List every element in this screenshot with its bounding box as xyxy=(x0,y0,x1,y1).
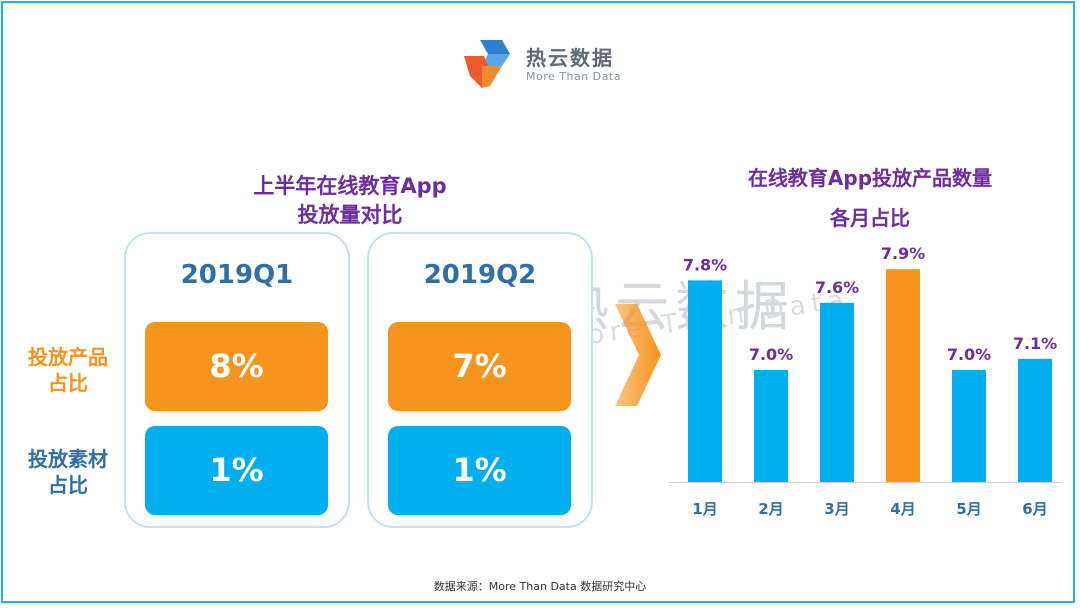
left-panel-title: 上半年在线教育App 投放量对比 xyxy=(200,172,500,230)
bar-value-label: 7.9% xyxy=(881,244,925,263)
bar-value-label: 7.8% xyxy=(683,255,727,274)
quarter-title: 2019Q1 xyxy=(180,260,294,290)
logo-name: 热云数据 xyxy=(526,46,614,70)
bar-value-label: 7.0% xyxy=(947,345,991,364)
x-tick-label: 1月 xyxy=(692,500,717,518)
x-tick-label: 3月 xyxy=(824,500,849,518)
quarter-card-q1: 2019Q1 8% 1% xyxy=(124,232,350,528)
bar-value-label: 7.1% xyxy=(1013,334,1057,353)
bar-4 xyxy=(886,269,920,482)
x-tick-label: 4月 xyxy=(890,500,915,518)
bar-1 xyxy=(688,280,722,482)
row-label-product-line2: 占比 xyxy=(48,371,88,395)
logo: 热云数据 More Than Data xyxy=(462,36,632,92)
chart-title-line2: 各月占比 xyxy=(830,206,910,230)
quarter-title: 2019Q2 xyxy=(423,260,537,290)
row-label-material-line1: 投放素材 xyxy=(28,447,108,471)
x-tick-label: 5月 xyxy=(956,500,981,518)
logo-cube-icon xyxy=(464,40,510,88)
row-label-material-line2: 占比 xyxy=(48,473,88,497)
bar-6 xyxy=(1018,358,1052,482)
product-share-value: 7% xyxy=(388,322,571,411)
left-title-line1: 上半年在线教育App xyxy=(253,174,447,198)
product-share-value: 8% xyxy=(145,322,328,411)
row-label-product-share: 投放产品 占比 xyxy=(10,344,126,396)
chart-title: 在线教育App投放产品数量 各月占比 xyxy=(700,158,1040,238)
quarter-card-q2: 2019Q2 7% 1% xyxy=(367,232,593,528)
material-share-value: 1% xyxy=(388,426,571,515)
monthly-share-bar-chart: 7.8% 1月 7.0% 2月 7.6% 3月 7.9% 4月 7.0% 5月 7.1% 6月 xyxy=(668,244,1062,518)
material-share-value: 1% xyxy=(145,426,328,515)
bar-value-label: 7.6% xyxy=(815,278,859,297)
row-label-product-line1: 投放产品 xyxy=(28,345,108,369)
chart-title-line1: 在线教育App投放产品数量 xyxy=(747,166,993,190)
bar-value-label: 7.0% xyxy=(749,345,793,364)
left-title-line2: 投放量对比 xyxy=(297,203,403,227)
row-label-material-share: 投放素材 占比 xyxy=(10,446,126,498)
data-source-note: 数据来源：More Than Data 数据研究中心 xyxy=(433,580,647,593)
logo-tagline: More Than Data xyxy=(526,70,621,83)
watermark-text: 热云数据 xyxy=(555,275,795,338)
bar-3 xyxy=(820,302,854,482)
x-tick-label: 2月 xyxy=(758,500,783,518)
bar-2 xyxy=(754,370,788,482)
bar-5 xyxy=(952,370,986,482)
x-tick-label: 6月 xyxy=(1022,500,1047,518)
chevron-right-arrow-icon xyxy=(615,304,661,406)
